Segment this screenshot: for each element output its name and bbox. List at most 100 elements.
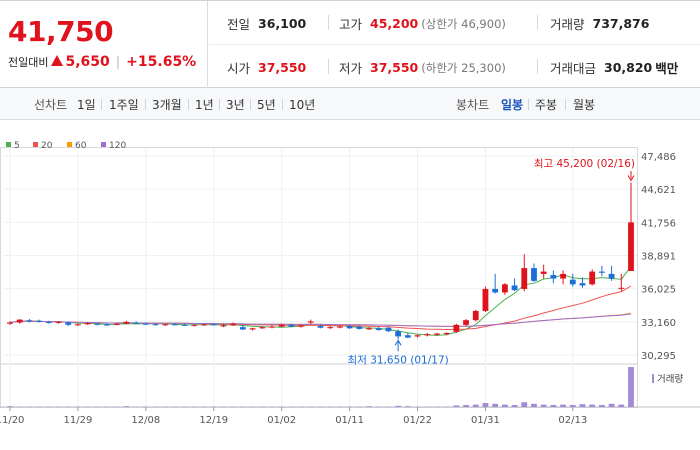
candle-body <box>453 324 460 332</box>
y-tick-label: 30,295 <box>641 351 676 362</box>
candle-body <box>298 325 305 327</box>
period-3m[interactable]: 3개월 <box>152 98 182 112</box>
up-triangle-icon <box>51 55 64 66</box>
candle-daily[interactable]: 일봉 <box>501 98 524 112</box>
ma-legend-label: 120 <box>109 141 126 151</box>
divider <box>219 99 220 110</box>
divider <box>282 99 283 110</box>
candle-body <box>249 328 256 330</box>
volume-bar <box>569 405 576 407</box>
x-tick-label: 01/22 <box>403 415 432 426</box>
divider <box>101 99 102 110</box>
volume-bar <box>511 405 518 407</box>
candle-body <box>579 283 586 286</box>
period-1w[interactable]: 1주일 <box>109 98 139 112</box>
candle-body <box>65 322 72 325</box>
price-chart[interactable]: 47,486 44,621 41,756 38,891 36,025 33,160 30,2… <box>0 121 700 450</box>
current-price: 41,750 <box>8 15 114 48</box>
open-label: 시가 <box>227 61 251 76</box>
volume-legend-swatch <box>652 374 654 383</box>
period-10y[interactable]: 10년 <box>289 98 316 112</box>
divider <box>537 59 538 74</box>
candle-body <box>152 324 159 326</box>
candle-body <box>133 322 140 324</box>
candle-body <box>336 326 343 328</box>
stock-quote-panel: 41,750 전일대비 5,650 | +15.65% 전일 36,100 고가… <box>0 0 700 88</box>
price-change-row: 전일대비 5,650 | +15.65% <box>8 54 196 70</box>
candle-body <box>220 325 227 327</box>
volume-bar <box>598 405 605 407</box>
candle-body <box>201 324 207 326</box>
candle-body <box>443 332 450 335</box>
candle-body <box>569 279 576 285</box>
y-tick-label: 44,621 <box>641 185 676 196</box>
candle-body <box>84 323 91 325</box>
candle-body <box>94 323 101 325</box>
x-tick-label: 02/13 <box>558 415 587 426</box>
candle-body <box>269 326 275 328</box>
candle-body <box>531 268 537 281</box>
candle-body <box>104 324 110 326</box>
lower-limit: (하한가 25,300) <box>421 60 506 75</box>
volume-cell: 거래량 737,876 <box>550 2 649 45</box>
volume-bar <box>628 367 634 407</box>
low-annotation: 최저 31,650 (01/17) <box>348 354 449 366</box>
period-5y[interactable]: 5년 <box>257 98 276 112</box>
candle-body <box>191 324 198 326</box>
amount-cell: 거래대금 30,820 백만 <box>550 46 678 89</box>
candle-body <box>608 273 615 279</box>
candle-chart-label: 봉차트 <box>456 98 490 112</box>
high-annotation: 최고 45,200 (02/16) <box>534 158 635 170</box>
period-1d[interactable]: 1일 <box>77 98 96 112</box>
candle-body <box>113 323 120 325</box>
candle-body <box>317 326 324 328</box>
candle-body <box>55 321 62 323</box>
candle-body <box>162 324 169 326</box>
candle-body <box>172 324 178 326</box>
ma-legend-swatch <box>101 142 106 147</box>
volume-bar <box>579 404 586 407</box>
candlestick-chart-svg[interactable]: 47,486 44,621 41,756 38,891 36,025 33,160 30,2… <box>0 121 700 450</box>
divider <box>528 99 529 110</box>
candle-body <box>375 328 382 331</box>
candle-body <box>589 271 596 285</box>
x-tick-label: 11/29 <box>64 415 93 426</box>
candle-body <box>618 287 625 289</box>
x-tick-label: 01/11 <box>335 415 364 426</box>
volume-bar <box>463 405 469 407</box>
candle-body <box>366 328 372 330</box>
divider <box>328 59 329 74</box>
candle-body <box>560 273 566 279</box>
candle-weekly[interactable]: 주봉 <box>535 98 558 112</box>
current-price-box: 41,750 전일대비 5,650 | +15.65% <box>0 1 208 88</box>
plot-frame <box>0 147 638 408</box>
change-percent: +15.65% <box>126 54 197 70</box>
divider <box>328 15 329 30</box>
candle-body <box>598 271 605 273</box>
volume-bar <box>560 404 566 407</box>
period-1y[interactable]: 1년 <box>195 98 214 112</box>
candle-body <box>482 288 489 311</box>
candle-monthly[interactable]: 월봉 <box>573 98 596 112</box>
candle-body <box>434 333 440 335</box>
volume-bar <box>608 403 615 407</box>
period-3y[interactable]: 3년 <box>226 98 245 112</box>
volume-bar <box>501 404 508 407</box>
x-tick-label: 01/31 <box>471 415 500 426</box>
x-tick-label: 11/20 <box>0 415 24 426</box>
candle-body <box>404 335 411 338</box>
volume-bar <box>540 404 547 407</box>
volume-bar <box>482 403 489 407</box>
divider <box>188 99 189 110</box>
open-value: 37,550 <box>258 60 307 75</box>
candle-body <box>550 275 557 279</box>
volume-bar <box>531 403 537 407</box>
candle-body <box>492 288 499 293</box>
candle-body <box>16 319 23 323</box>
volume-bar <box>404 406 411 407</box>
ma-legend-label: 20 <box>41 141 53 151</box>
candle-body <box>7 322 13 324</box>
high-annotation-arrowhead <box>627 175 635 182</box>
volume-bar <box>550 405 557 407</box>
amount-label: 거래대금 <box>550 61 597 76</box>
